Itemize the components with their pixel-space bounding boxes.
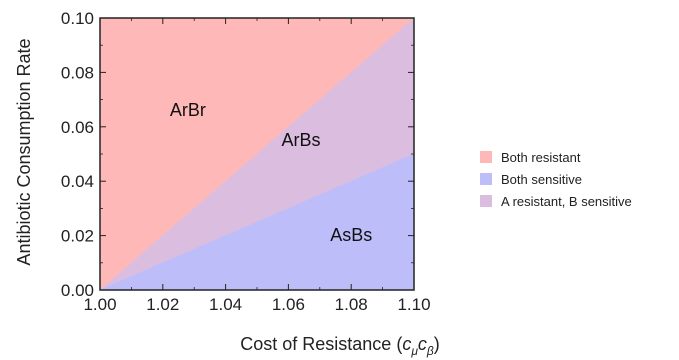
y-tick-label: 0.08 bbox=[61, 63, 94, 82]
region-labels: ArBr ArBs AsBs bbox=[170, 100, 372, 245]
y-tick-label: 0.04 bbox=[61, 172, 94, 191]
x-axis-ticks: 1.00 1.02 1.04 1.06 1.08 1.10 bbox=[83, 18, 431, 314]
legend-label: Both resistant bbox=[501, 150, 581, 165]
x-tick-label: 1.00 bbox=[83, 295, 116, 314]
y-axis-label: Antibiotic Consumption Rate bbox=[14, 38, 34, 265]
y-axis-ticks: 0.00 0.02 0.04 0.06 0.08 0.10 bbox=[61, 9, 414, 300]
legend-label: Both sensitive bbox=[501, 172, 582, 187]
y-tick-label: 0.02 bbox=[61, 227, 94, 246]
legend-swatch bbox=[480, 195, 492, 207]
region-label-asbs: AsBs bbox=[330, 225, 372, 245]
y-tick-label: 0.06 bbox=[61, 118, 94, 137]
region-fills bbox=[99, 17, 415, 291]
x-axis-label: Cost of Resistance (cμcβ) bbox=[240, 334, 440, 358]
x-tick-label: 1.02 bbox=[146, 295, 179, 314]
y-tick-label: 0.10 bbox=[61, 9, 94, 28]
x-tick-label: 1.04 bbox=[209, 295, 242, 314]
x-tick-label: 1.06 bbox=[272, 295, 305, 314]
region-label-arbr: ArBr bbox=[170, 100, 206, 120]
legend-swatch bbox=[480, 173, 492, 185]
legend-swatch bbox=[480, 151, 492, 163]
y-tick-label: 0.00 bbox=[61, 281, 94, 300]
legend-label: A resistant, B sensitive bbox=[501, 194, 632, 209]
region-label-arbs: ArBs bbox=[281, 130, 320, 150]
x-tick-label: 1.10 bbox=[397, 295, 430, 314]
legend: Both resistant Both sensitive A resistant,… bbox=[480, 150, 632, 209]
x-tick-label: 1.08 bbox=[335, 295, 368, 314]
